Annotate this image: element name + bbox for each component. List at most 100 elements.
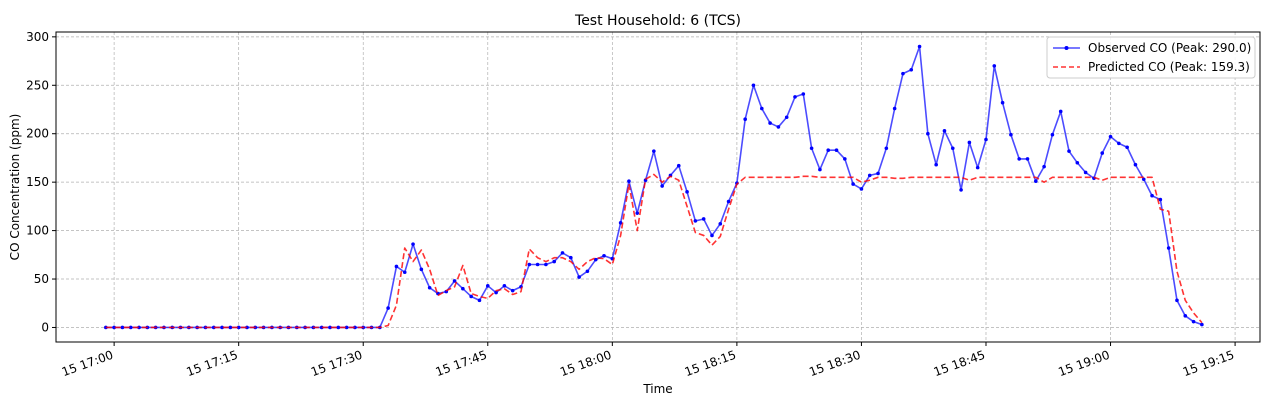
legend-label-observed: Observed CO (Peak: 290.0): [1088, 41, 1251, 55]
observed-point: [718, 222, 723, 226]
observed-point: [1133, 162, 1138, 167]
y-tick-label: 300: [26, 30, 49, 44]
observed-point: [569, 255, 573, 260]
legend-marker-observed: [1064, 46, 1069, 50]
observed-point: [992, 64, 997, 68]
observed-point: [494, 290, 498, 295]
observed-point: [1200, 322, 1204, 327]
observed-point: [759, 106, 764, 111]
observed-point: [1000, 100, 1005, 105]
legend-box: [1046, 36, 1256, 79]
y-tick-label: 50: [34, 272, 49, 286]
observed-point: [510, 288, 515, 293]
observed-point: [319, 325, 324, 330]
observed-point: [917, 44, 922, 49]
observed-point: [535, 262, 540, 267]
observed-point: [826, 148, 831, 152]
observed-point: [801, 92, 806, 96]
series-line-predicted: [105, 173, 1203, 329]
observed-point: [627, 179, 631, 183]
observed-point: [975, 165, 980, 170]
observed-point: [411, 242, 415, 246]
observed-point: [1050, 132, 1055, 137]
observed-point: [120, 325, 125, 330]
y-tick-label: 200: [26, 127, 49, 141]
observed-point: [602, 253, 606, 258]
observed-point: [245, 325, 249, 330]
observed-point: [1166, 246, 1171, 250]
y-axis: 0 50 100 150 200 250 300: [26, 30, 56, 334]
observed-point: [336, 325, 341, 330]
observed-point: [1067, 149, 1071, 153]
observed-point: [585, 269, 590, 274]
gridlines: [56, 32, 1260, 342]
observed-point: [843, 157, 847, 161]
observed-point: [851, 182, 855, 186]
observed-point: [901, 71, 905, 76]
observed-point: [477, 298, 482, 303]
observed-point: [485, 284, 490, 288]
observed-point: [1141, 177, 1146, 182]
observed-point: [867, 173, 872, 178]
chart-title: Test Household: 6 (TCS): [574, 13, 741, 29]
observed-point: [635, 211, 640, 215]
observed-point: [950, 146, 955, 151]
observed-point: [685, 190, 689, 194]
observed-point: [461, 286, 465, 291]
observed-point: [1034, 179, 1038, 183]
observed-point: [793, 95, 797, 99]
observed-point: [1150, 193, 1154, 198]
observed-point: [1025, 157, 1030, 161]
observed-point: [1191, 319, 1196, 324]
observed-point: [1108, 134, 1113, 139]
x-axis-label: Time: [642, 382, 672, 396]
observed-point: [618, 221, 623, 225]
observed-point: [552, 259, 557, 264]
observed-point: [1017, 157, 1021, 161]
observed-point: [1083, 170, 1088, 175]
observed-point: [1058, 109, 1063, 114]
y-tick-label: 250: [26, 78, 49, 92]
observed-point: [1117, 141, 1121, 146]
observed-point: [1158, 197, 1163, 202]
observed-point: [1175, 298, 1179, 303]
series-layer: [104, 44, 1204, 330]
observed-point: [128, 325, 133, 330]
observed-point: [1075, 160, 1080, 165]
observed-point: [784, 115, 789, 120]
observed-point: [469, 294, 473, 299]
observed-point: [402, 270, 407, 275]
observed-point: [577, 275, 581, 279]
observed-point: [560, 251, 565, 255]
observed-point: [1125, 145, 1129, 150]
observed-point: [386, 306, 390, 310]
observed-point: [909, 67, 914, 72]
observed-point: [427, 285, 432, 290]
observed-point: [776, 125, 781, 129]
observed-point: [544, 262, 548, 267]
y-tick-label: 100: [26, 224, 49, 238]
observed-point: [1183, 314, 1188, 318]
observed-point: [926, 131, 930, 136]
observed-point: [751, 83, 756, 88]
observed-point: [328, 325, 332, 330]
observed-point: [236, 325, 241, 330]
observed-point: [419, 267, 424, 272]
y-axis-label: CO Concentration (ppm): [8, 114, 22, 261]
observed-point: [809, 146, 814, 151]
y-tick-label: 0: [41, 320, 49, 334]
observed-point: [502, 284, 507, 288]
observed-point: [652, 149, 656, 153]
observed-point: [959, 188, 963, 192]
observed-point: [884, 146, 889, 151]
observed-point: [984, 137, 988, 142]
observed-point: [834, 148, 839, 152]
observed-point: [112, 325, 116, 330]
observed-point: [710, 233, 714, 238]
observed-point: [1100, 151, 1105, 155]
observed-point: [527, 262, 532, 267]
observed-point: [676, 163, 681, 168]
legend: Observed CO (Peak: 290.0) Predicted CO (…: [1046, 36, 1256, 79]
observed-point: [876, 171, 880, 176]
